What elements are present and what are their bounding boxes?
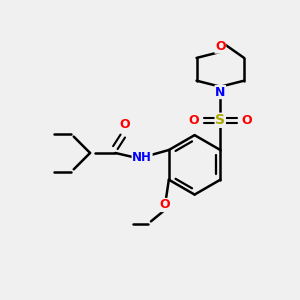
Text: N: N [215, 85, 226, 98]
Text: O: O [215, 40, 226, 53]
Text: S: S [215, 113, 225, 127]
Text: O: O [189, 114, 200, 127]
Text: O: O [159, 199, 170, 212]
Text: O: O [241, 114, 252, 127]
Text: NH: NH [132, 151, 152, 164]
Text: O: O [119, 118, 130, 131]
